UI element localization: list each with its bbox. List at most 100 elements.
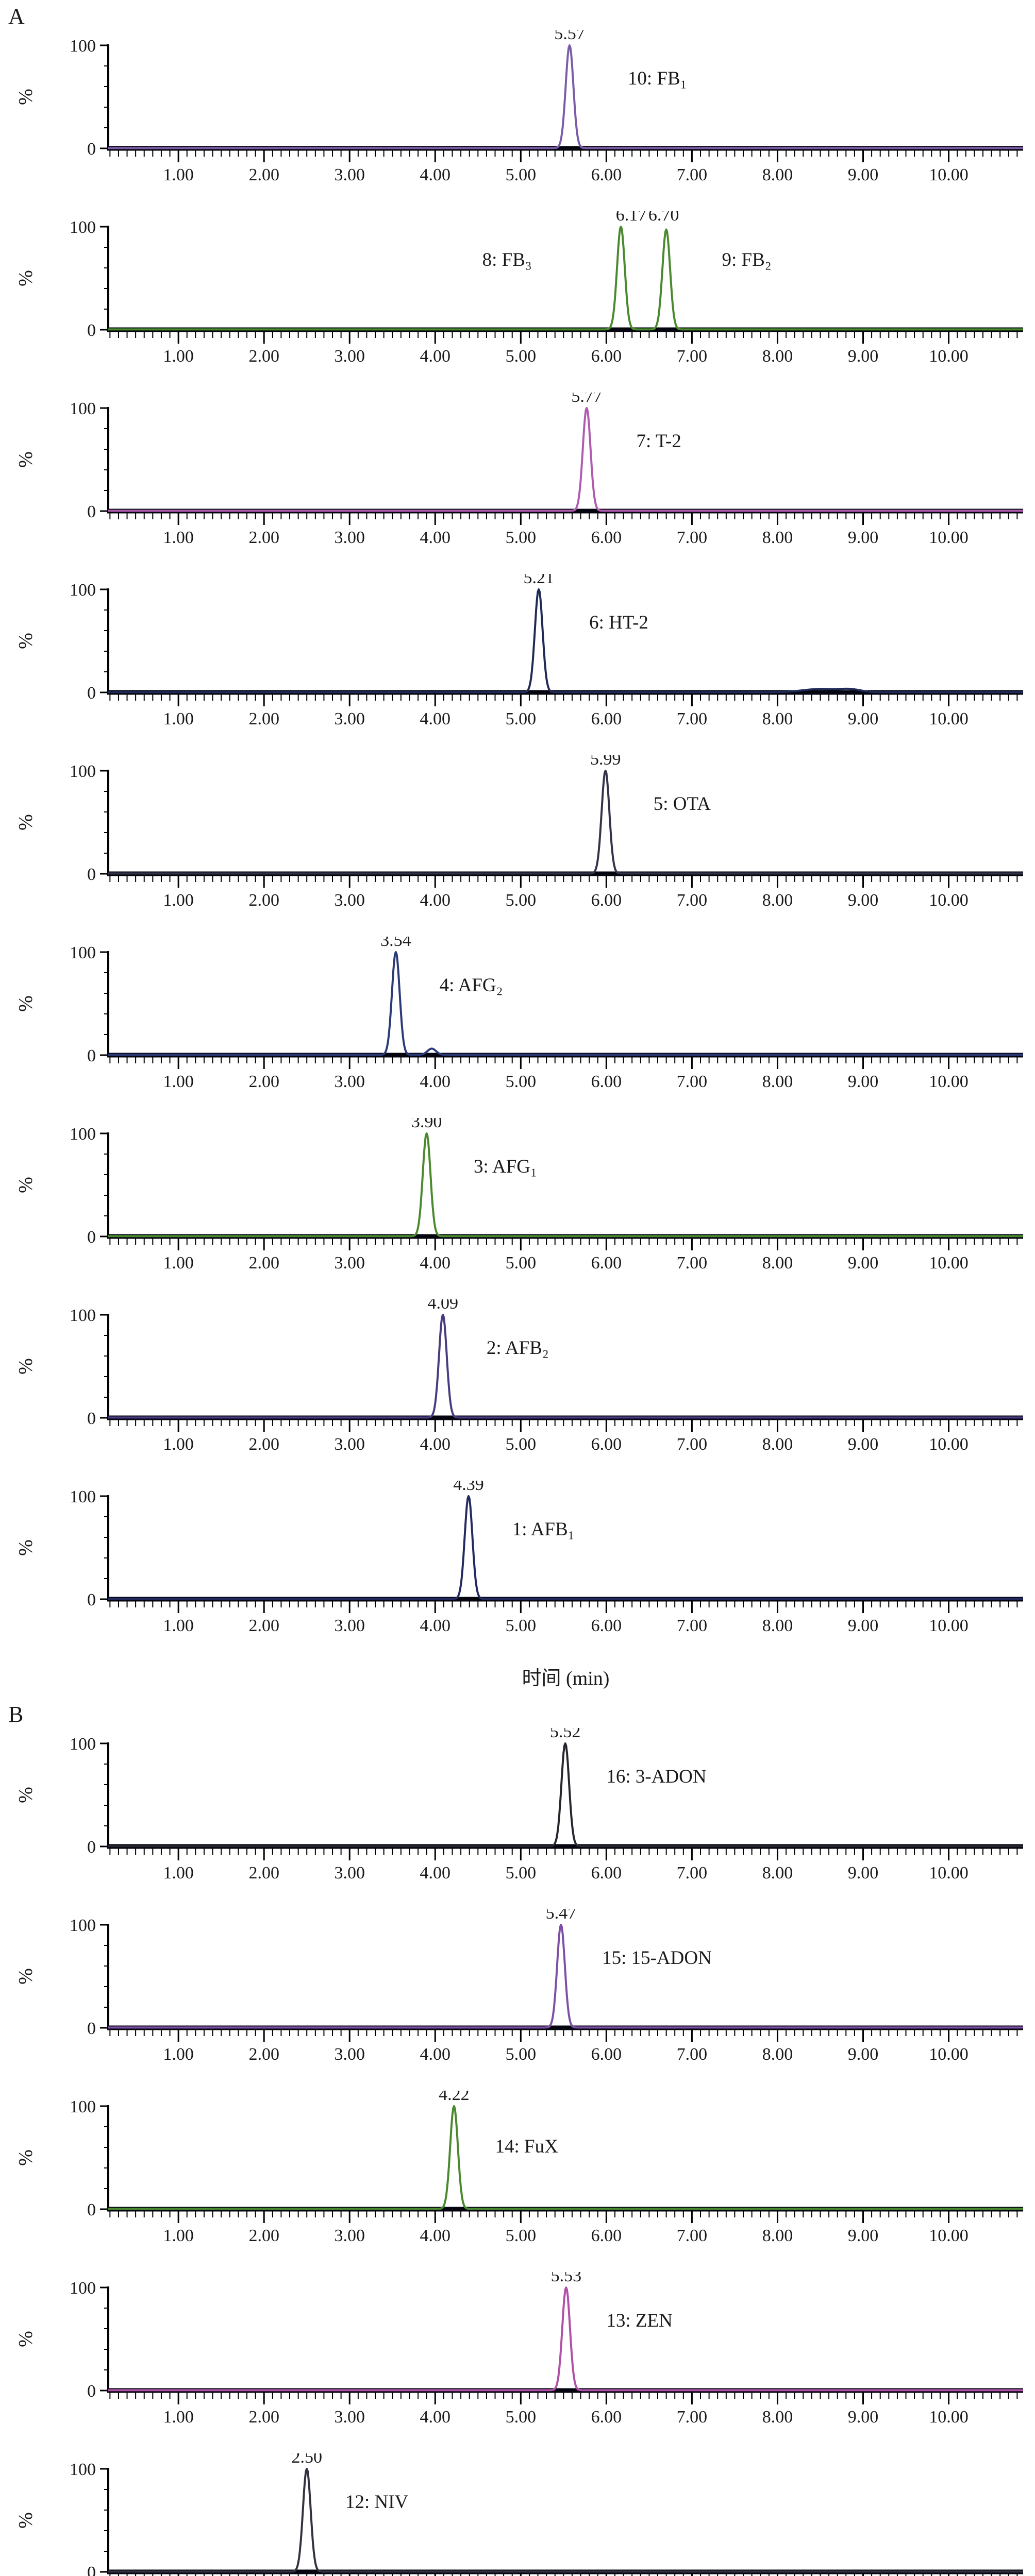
x-tick-label: 6.00 [591,1253,622,1273]
chromatogram-trace-AFG2: 0 100% 1.00 2.00 3.00 4.00 5.00 6.00 7.00 8.00 9.0… [0,937,1035,1118]
x-tick-label: 5.00 [506,1072,537,1091]
x-tick-label: 2.00 [248,2408,279,2427]
y-tick-label: 100 [70,2460,96,2479]
chromatogram-line-FB1 [108,44,1024,149]
x-tick-label: 7.00 [677,2045,708,2064]
x-tick-label: 9.00 [848,1253,879,1273]
x-tick-label: 10.00 [929,165,969,184]
x-tick-label: 8.00 [762,1253,793,1273]
x-tick-label: 5.00 [506,165,537,184]
peak-time-label: 4.09 [427,1299,458,1313]
peak-time-label: 6.17 [616,211,647,225]
x-tick-label: 8.00 [762,2045,793,2064]
chromatogram-line-15-ADON [108,1924,1024,2029]
x-tick-label: 2.00 [248,165,279,184]
y-axis-label: % [15,270,37,286]
chromatogram-trace-NIV: 0100%1.002.003.004.005.006.007.008.009.0… [0,2453,1035,2576]
y-tick-label: 0 [87,2200,96,2219]
chromatogram-trace-ZEN: 0 100% 1.00 2.00 3.00 4.00 5.00 6.00 7.00 8.00 9.0… [0,2272,1035,2453]
y-tick-label: 100 [70,1735,96,1754]
peak-time-label: 2.50 [291,2453,322,2467]
x-tick-label: 7.00 [677,709,708,728]
x-tick-label: 7.00 [677,165,708,184]
chromatogram-trace-15-ADON: 0 100% 1.00 2.00 3.00 4.00 5.00 6.00 7.00 8.00 9.0… [0,1909,1035,2091]
y-tick-label: 100 [70,943,96,962]
x-tick-label: 1.00 [163,1863,194,1883]
y-tick-label: 0 [87,1590,96,1609]
x-tick-label: 2.00 [248,1072,279,1091]
y-tick-label: 0 [87,1228,96,1247]
y-axis-label: % [15,2331,37,2347]
x-tick-label: 1.00 [163,2045,194,2064]
x-tick-label: 2.00 [248,709,279,728]
x-tick-label: 3.00 [334,1072,365,1091]
y-axis-label: % [15,633,37,649]
x-tick-label: 5.00 [506,1863,537,1883]
x-tick-label: 3.00 [334,347,365,366]
x-tick-label: 9.00 [848,528,879,547]
x-tick-label: 6.00 [591,1435,622,1454]
panel-b-label: B [8,1702,24,1727]
x-tick-label: 2.00 [248,1435,279,1454]
x-tick-label: 10.00 [929,1616,969,1635]
y-tick-label: 0 [87,865,96,884]
x-tick-label: 3.00 [334,891,365,910]
x-tick-label: 8.00 [762,709,793,728]
compound-annotation: 3: AFG₁ [474,1156,537,1177]
peak-time-label: 6.70 [648,211,679,225]
y-tick-label: 0 [87,140,96,159]
y-axis-label: % [15,2149,37,2166]
x-tick-label: 4.00 [420,165,451,184]
x-tick-label: 8.00 [762,165,793,184]
x-tick-label: 5.00 [506,347,537,366]
trace-svg-AFG1: 0 100% 1.00 2.00 3.00 4.00 5.00 6.00 7.00 8.00 9.0… [15,1118,1024,1273]
x-tick-label: 9.00 [848,165,879,184]
x-tick-label: 9.00 [848,2045,879,2064]
y-tick-label: 100 [70,399,96,418]
x-tick-label: 1.00 [163,1616,194,1635]
x-tick-label: 9.00 [848,1435,879,1454]
x-tick-label: 6.00 [591,2226,622,2245]
peak-time-label: 5.99 [590,755,621,769]
y-tick-label: 0 [87,1838,96,1857]
x-tick-label: 6.00 [591,1072,622,1091]
chromatogram-trace-HT-2: 0 100% 1.00 2.00 3.00 4.00 5.00 6.00 7.00 8.00 9.0… [0,574,1035,755]
x-tick-label: 8.00 [762,2226,793,2245]
x-tick-label: 3.00 [334,528,365,547]
panel-a-label: A [8,4,25,29]
chromatogram-trace-FB3-FB2: 0 100% 1.00 2.00 3.00 4.00 5.00 6.00 7.00 8.00 9.0… [0,211,1035,393]
compound-annotation: 10: FB₁ [628,68,687,89]
trace-svg-AFG2: 0 100% 1.00 2.00 3.00 4.00 5.00 6.00 7.00 8.00 9.0… [15,937,1024,1091]
y-axis-label: % [15,1358,37,1375]
x-tick-label: 2.00 [248,891,279,910]
peak-time-label: 5.21 [523,574,554,587]
x-tick-label: 5.00 [506,1435,537,1454]
x-tick-label: 6.00 [591,2045,622,2064]
peak-time-label: 5.57 [554,30,585,43]
x-tick-label: 3.00 [334,2226,365,2245]
compound-annotation: 4: AFG₂ [440,975,503,996]
x-tick-label: 4.00 [420,1616,451,1635]
y-tick-label: 100 [70,762,96,781]
x-tick-label: 5.00 [506,2045,537,2064]
y-axis-label: % [15,1787,37,1803]
x-tick-label: 7.00 [677,1863,708,1883]
y-tick-label: 100 [70,1916,96,1935]
compound-annotation: 14: FuX [495,2136,559,2157]
trace-svg-ZEN: 0 100% 1.00 2.00 3.00 4.00 5.00 6.00 7.00 8.00 9.0… [15,2272,1024,2427]
y-tick-label: 0 [87,321,96,340]
x-tick-label: 1.00 [163,2408,194,2427]
y-tick-label: 100 [70,1306,96,1325]
x-tick-label: 9.00 [848,347,879,366]
chromatogram-line-ZEN [108,2286,1024,2392]
y-tick-label: 0 [87,2382,96,2401]
y-axis-label: % [15,89,37,105]
x-tick-label: 9.00 [848,709,879,728]
x-tick-label: 7.00 [677,1072,708,1091]
trace-svg-FB1: 0 100% 1.00 2.00 3.00 4.00 5.00 6.00 7.00 8.00 9.0… [15,30,1024,184]
x-tick-label: 7.00 [677,1616,708,1635]
trace-svg-OTA: 0 100% 1.00 2.00 3.00 4.00 5.00 6.00 7.00 8.00 9.0… [15,755,1024,910]
x-tick-label: 6.00 [591,1616,622,1635]
x-tick-label: 1.00 [163,1072,194,1091]
x-tick-label: 3.00 [334,1863,365,1883]
